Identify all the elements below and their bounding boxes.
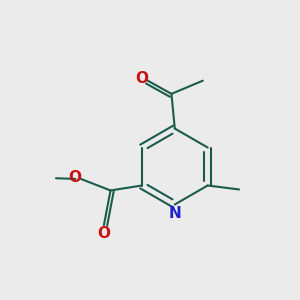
Text: N: N xyxy=(168,206,181,221)
Text: O: O xyxy=(135,70,148,86)
Text: O: O xyxy=(68,170,81,185)
Text: O: O xyxy=(98,226,110,241)
